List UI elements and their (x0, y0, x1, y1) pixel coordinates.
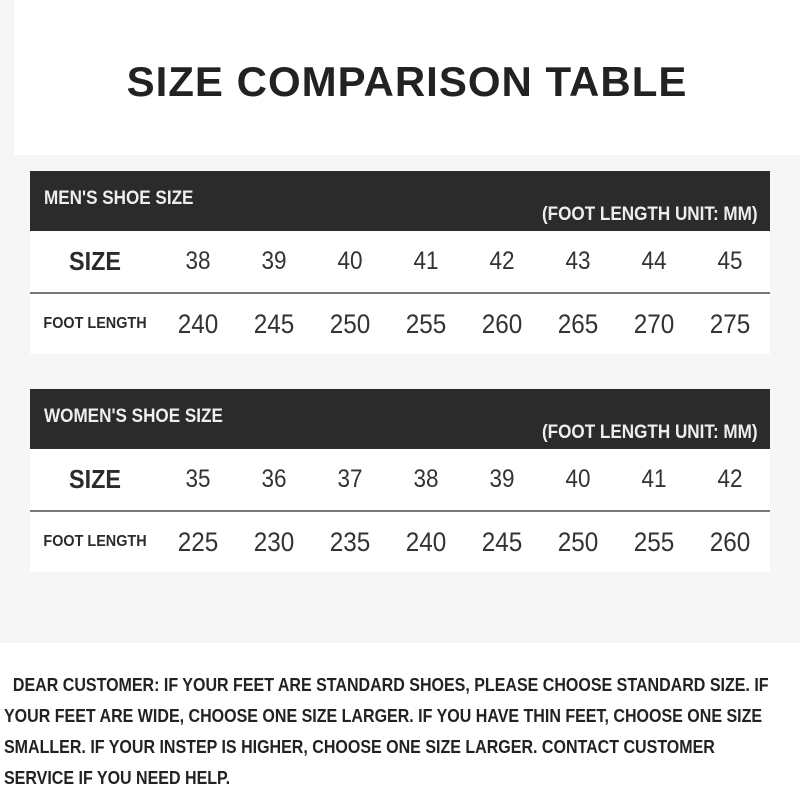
women-length-row: FOOT LENGTH 225 230 235 240 245 250 255 260 (30, 512, 770, 572)
men-size-table: MEN'S SHOE SIZE (FOOT LENGTH UNIT: MM) S… (30, 171, 770, 354)
size-cell: 42 (717, 465, 743, 493)
length-cell: 235 (329, 526, 371, 557)
length-cell: 240 (177, 308, 219, 339)
women-unit-label: (FOOT LENGTH UNIT: MM) (542, 422, 758, 443)
length-cell: 260 (481, 308, 523, 339)
foot-length-label: FOOT LENGTH (43, 533, 147, 550)
length-cell: 260 (709, 526, 751, 557)
length-cell: 250 (557, 526, 599, 557)
size-label: SIZE (68, 464, 122, 494)
size-cell: 41 (641, 465, 667, 493)
women-header-label: WOMEN'S SHOE SIZE (44, 406, 223, 427)
men-length-row: FOOT LENGTH 240 245 250 255 260 265 270 275 (30, 294, 770, 354)
length-cell: 225 (177, 526, 219, 557)
size-cell: 40 (337, 247, 363, 275)
size-cell: 37 (337, 465, 363, 493)
size-cell: 42 (489, 247, 515, 275)
size-cell: 39 (261, 247, 287, 275)
customer-note: DEAR CUSTOMER: IF YOUR FEET ARE STANDARD… (0, 643, 800, 800)
size-cell: 38 (413, 465, 439, 493)
length-cell: 230 (253, 526, 295, 557)
size-cell: 43 (565, 247, 591, 275)
length-cell: 270 (633, 308, 675, 339)
men-unit-label: (FOOT LENGTH UNIT: MM) (542, 204, 758, 225)
length-cell: 250 (329, 308, 371, 339)
size-cell: 40 (565, 465, 591, 493)
customer-note-text: DEAR CUSTOMER: IF YOUR FEET ARE STANDARD… (4, 675, 769, 788)
page-title: SIZE COMPARISON TABLE (126, 58, 688, 105)
length-cell: 245 (481, 526, 523, 557)
title-area: SIZE COMPARISON TABLE (14, 0, 800, 155)
men-header-label: MEN'S SHOE SIZE (44, 188, 194, 209)
women-size-row: SIZE 35 36 37 38 39 40 41 42 (30, 449, 770, 512)
men-size-row: SIZE 38 39 40 41 42 43 44 45 (30, 231, 770, 294)
foot-length-label: FOOT LENGTH (43, 315, 147, 332)
length-cell: 255 (405, 308, 447, 339)
men-table-header: MEN'S SHOE SIZE (FOOT LENGTH UNIT: MM) (30, 171, 770, 231)
length-cell: 240 (405, 526, 447, 557)
length-cell: 245 (253, 308, 295, 339)
size-cell: 45 (717, 247, 743, 275)
size-cell: 41 (413, 247, 439, 275)
size-label: SIZE (68, 246, 122, 276)
women-table-header: WOMEN'S SHOE SIZE (FOOT LENGTH UNIT: MM) (30, 389, 770, 449)
size-cell: 36 (261, 465, 287, 493)
length-cell: 255 (633, 526, 675, 557)
size-cell: 44 (641, 247, 667, 275)
size-cell: 35 (185, 465, 211, 493)
length-cell: 275 (709, 308, 751, 339)
women-size-table: WOMEN'S SHOE SIZE (FOOT LENGTH UNIT: MM)… (30, 389, 770, 572)
length-cell: 265 (557, 308, 599, 339)
size-cell: 39 (489, 465, 515, 493)
size-cell: 38 (185, 247, 211, 275)
